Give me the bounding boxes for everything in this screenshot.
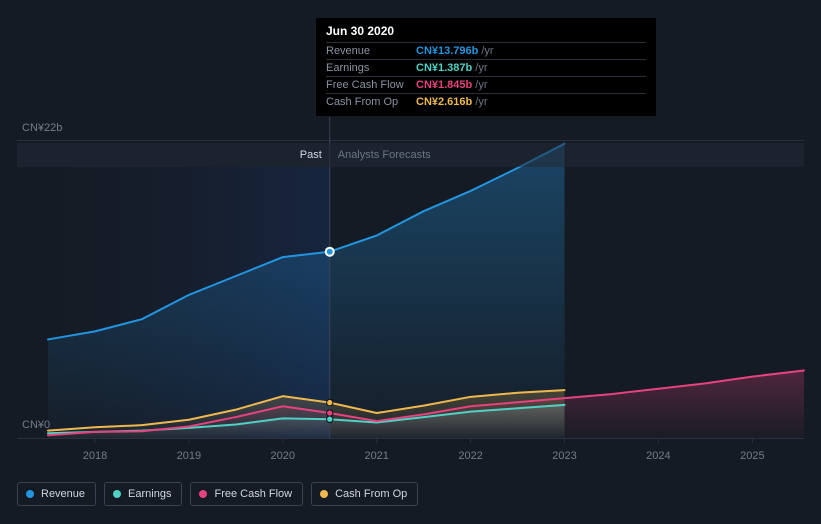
tooltip-row: RevenueCN¥13.796b/yr bbox=[326, 42, 646, 59]
tooltip-row-label: Cash From Op bbox=[326, 96, 416, 108]
tooltip-row-unit: /yr bbox=[481, 45, 493, 57]
chart-tooltip: Jun 30 2020 RevenueCN¥13.796b/yrEarnings… bbox=[316, 18, 656, 116]
x-axis-tick: 2018 bbox=[83, 450, 107, 462]
tooltip-row-label: Free Cash Flow bbox=[326, 79, 416, 91]
legend-item-free-cash-flow[interactable]: Free Cash Flow bbox=[190, 482, 303, 506]
x-axis-tick: 2023 bbox=[552, 450, 576, 462]
tooltip-row: Cash From OpCN¥2.616b/yr bbox=[326, 93, 646, 110]
y-axis-label: CN¥22b bbox=[22, 122, 62, 134]
tooltip-row-value: CN¥13.796b bbox=[416, 45, 478, 57]
tooltip-row-label: Earnings bbox=[326, 62, 416, 74]
x-axis-tick: 2024 bbox=[646, 450, 670, 462]
tooltip-row-unit: /yr bbox=[475, 79, 487, 91]
x-axis-tick: 2022 bbox=[458, 450, 482, 462]
legend-swatch bbox=[26, 490, 34, 498]
legend-label: Earnings bbox=[128, 488, 171, 500]
y-axis-label: CN¥0 bbox=[22, 419, 50, 431]
series-legend: Revenue Earnings Free Cash Flow Cash From O… bbox=[17, 482, 418, 506]
legend-label: Free Cash Flow bbox=[214, 488, 292, 500]
tooltip-row-unit: /yr bbox=[475, 96, 487, 108]
x-axis-tick: 2019 bbox=[177, 450, 201, 462]
tooltip-row: Free Cash FlowCN¥1.845b/yr bbox=[326, 76, 646, 93]
legend-item-earnings[interactable]: Earnings bbox=[104, 482, 182, 506]
x-axis-tick: 2020 bbox=[271, 450, 295, 462]
legend-item-revenue[interactable]: Revenue bbox=[17, 482, 96, 506]
legend-swatch bbox=[113, 490, 121, 498]
tooltip-row-value: CN¥1.845b bbox=[416, 79, 472, 91]
past-forecast-band: Past Analysts Forecasts bbox=[17, 143, 804, 167]
forecast-label: Analysts Forecasts bbox=[338, 149, 431, 161]
tooltip-row-value: CN¥2.616b bbox=[416, 96, 472, 108]
x-axis-tick: 2025 bbox=[740, 450, 764, 462]
legend-item-cash-from-op[interactable]: Cash From Op bbox=[311, 482, 418, 506]
tooltip-row: EarningsCN¥1.387b/yr bbox=[326, 59, 646, 76]
legend-label: Cash From Op bbox=[335, 488, 407, 500]
tooltip-date: Jun 30 2020 bbox=[326, 24, 646, 42]
tooltip-row-unit: /yr bbox=[475, 62, 487, 74]
legend-swatch bbox=[199, 490, 207, 498]
legend-swatch bbox=[320, 490, 328, 498]
tooltip-row-value: CN¥1.387b bbox=[416, 62, 472, 74]
tooltip-row-label: Revenue bbox=[326, 45, 416, 57]
legend-label: Revenue bbox=[41, 488, 85, 500]
x-axis-tick: 2021 bbox=[364, 450, 388, 462]
past-label: Past bbox=[300, 149, 322, 161]
